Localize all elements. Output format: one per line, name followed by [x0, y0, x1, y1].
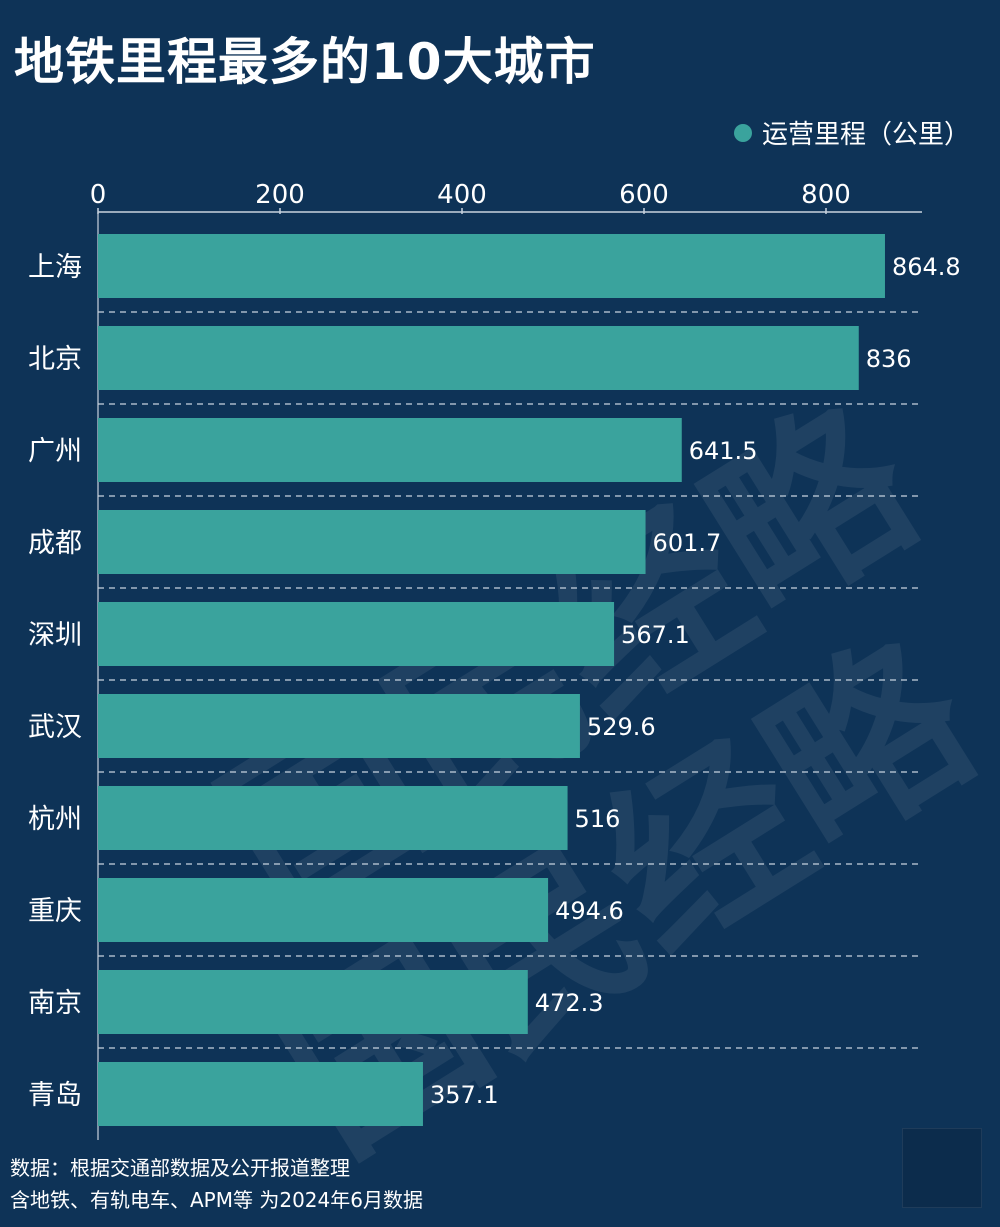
- category-label: 广州: [28, 436, 82, 467]
- value-label: 641.5: [689, 437, 758, 465]
- scope-note: 含地铁、有轨电车、APM等 为2024年6月数据: [10, 1188, 423, 1212]
- value-label: 864.8: [892, 253, 961, 281]
- bar: [98, 418, 682, 482]
- source-note: 数据：根据交通部数据及公开报道整理: [10, 1156, 350, 1180]
- category-label: 青岛: [28, 1080, 82, 1111]
- category-label: 重庆: [28, 896, 82, 927]
- bar: [98, 510, 646, 574]
- bar: [98, 786, 568, 850]
- footer: 数据：根据交通部数据及公开报道整理 含地铁、有轨电车、APM等 为2024年6月…: [10, 1152, 423, 1216]
- bar: [98, 602, 615, 666]
- x-tick-label: 0: [90, 180, 107, 210]
- bar: [98, 878, 549, 942]
- bar: [98, 1062, 423, 1126]
- chart-title: 地铁里程最多的10大城市: [14, 33, 596, 91]
- x-tick-label: 800: [801, 180, 851, 210]
- value-label: 357.1: [430, 1081, 499, 1109]
- legend-swatch: [733, 123, 752, 142]
- x-tick-label: 600: [619, 180, 669, 210]
- value-label: 567.1: [621, 621, 690, 649]
- category-label: 杭州: [28, 804, 82, 835]
- value-label: 601.7: [653, 529, 722, 557]
- legend: 运营里程（公里）: [733, 114, 970, 151]
- value-label: 472.3: [535, 989, 604, 1017]
- value-label: 836: [866, 345, 912, 373]
- x-tick-label: 200: [255, 180, 305, 210]
- category-label: 上海: [28, 252, 82, 283]
- bar: [98, 970, 528, 1034]
- bar: [98, 694, 580, 758]
- category-label: 武汉: [28, 712, 82, 743]
- bar: [98, 234, 885, 298]
- category-label: 成都: [28, 528, 82, 559]
- value-label: 516: [575, 805, 621, 833]
- x-tick-label: 400: [437, 180, 487, 210]
- value-label: 494.6: [555, 897, 624, 925]
- category-label: 深圳: [28, 620, 82, 651]
- legend-label: 运营里程（公里）: [761, 120, 970, 150]
- category-label: 南京: [28, 988, 82, 1019]
- bar: [98, 326, 859, 390]
- value-label: 529.6: [587, 713, 656, 741]
- corner-mark: [902, 1128, 982, 1208]
- category-label: 北京: [28, 344, 82, 375]
